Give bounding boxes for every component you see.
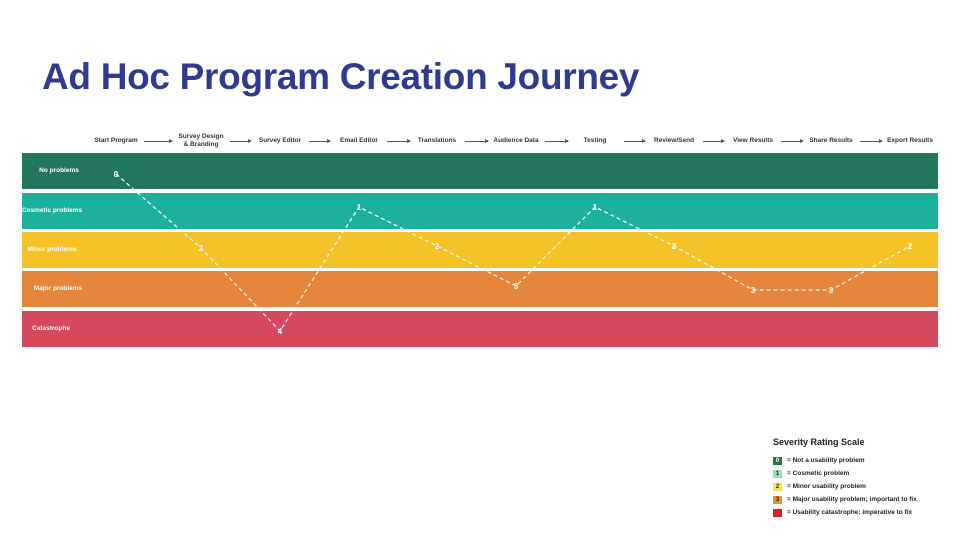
severity-band: No problems <box>22 153 938 189</box>
band-label: Cosmetic problems <box>21 207 83 214</box>
legend-title: Severity Rating Scale <box>773 437 865 447</box>
stage-label: Audience Data <box>493 137 538 145</box>
stage-label-line: Audience Data <box>493 137 539 144</box>
stage-label: View Results <box>733 137 773 145</box>
stage-label: Testing <box>584 137 607 145</box>
stage-label-line: Survey Editor <box>258 137 302 144</box>
legend-swatch: 0 <box>773 456 782 465</box>
rating-point: 3 <box>751 286 756 295</box>
stage-label: Translations <box>418 137 456 145</box>
stage-label-line: Start Program <box>94 137 138 144</box>
rating-point: 2 <box>672 242 677 251</box>
rating-point: 1 <box>593 203 598 212</box>
flow-arrow <box>624 139 646 143</box>
flow-arrow <box>230 139 252 143</box>
stage-label-line: Testing <box>583 137 607 144</box>
rating-point: 4 <box>278 327 283 336</box>
legend-item: 2 = Minor usability problem <box>773 480 953 493</box>
band-label: Catastrophe <box>32 325 70 332</box>
stage-label-line: Review/Send <box>653 137 695 144</box>
flow-arrow <box>703 139 725 143</box>
flow-arrow <box>545 139 569 143</box>
legend-swatch: 4 <box>773 508 782 517</box>
band-label: Minor problems <box>27 246 77 253</box>
severity-legend: Severity Rating Scale 0 = Not a usability… <box>773 437 953 519</box>
rating-point: 2 <box>199 244 204 253</box>
band-label: Major problems <box>33 285 83 292</box>
stage-label: Review/Send <box>654 137 694 145</box>
legend-swatch: 1 <box>773 469 782 478</box>
flow-arrow <box>860 139 883 143</box>
legend-item: 1 = Cosmetic problem <box>773 467 953 480</box>
rating-point: 3 <box>514 282 519 291</box>
legend-text: = Cosmetic problem <box>787 470 850 477</box>
stage-label: Email Editor <box>340 137 378 145</box>
severity-band: Major problems <box>22 271 938 307</box>
rating-point: 2 <box>908 242 913 251</box>
stage-label-line: View Results <box>733 137 773 144</box>
legend-text: = Not a usability problem <box>787 457 865 464</box>
legend-text: = Usability catastrophe; imperative to f… <box>787 509 913 516</box>
rating-point: 2 <box>435 242 440 251</box>
flow-arrow <box>309 139 331 143</box>
legend-swatch: 3 <box>773 495 782 504</box>
rating-point: 1 <box>357 203 362 212</box>
legend-text: = Minor usability problem <box>787 483 866 490</box>
flow-arrow <box>144 139 173 143</box>
stage-label-line: Survey Design <box>178 133 224 140</box>
band-label: No problems <box>39 167 79 174</box>
legend-item: 4 = Usability catastrophe; imperative to … <box>773 506 953 519</box>
stage-label: Start Program <box>94 137 137 145</box>
severity-band: Minor problems <box>22 232 938 268</box>
stage-label-line: Export Results <box>887 137 933 144</box>
journey-path <box>115 173 911 332</box>
stage-label-line: Email Editor <box>340 137 378 144</box>
legend-text: = Major usability problem; important to … <box>787 496 917 503</box>
page-title: Ad Hoc Program Creation Journey <box>42 56 640 97</box>
stage-label: Share Results <box>809 137 852 145</box>
flow-arrow <box>781 139 804 143</box>
stage-label-line: Share Results <box>809 137 853 144</box>
legend-item: 3 = Major usability problem; important to… <box>773 493 953 506</box>
stage-label-line: Translations <box>417 137 457 144</box>
stage-label: Survey Design & Branding <box>178 133 223 149</box>
stage-label: Survey Editor <box>259 137 301 145</box>
flow-arrow <box>387 139 411 143</box>
stage-label-line: & Branding <box>183 141 219 148</box>
journey-stages: Start Program Survey Design & Branding Surv… <box>0 0 960 160</box>
severity-band: Cosmetic problems <box>22 193 938 229</box>
rating-point: 3 <box>829 286 834 295</box>
stage-label: Export Results <box>887 137 933 145</box>
legend-swatch: 2 <box>773 482 782 491</box>
flow-arrow <box>465 139 489 143</box>
rating-point: 0 <box>114 170 119 179</box>
legend-item: 0 = Not a usability problem <box>773 454 953 467</box>
severity-band: Catastrophe <box>22 311 938 347</box>
